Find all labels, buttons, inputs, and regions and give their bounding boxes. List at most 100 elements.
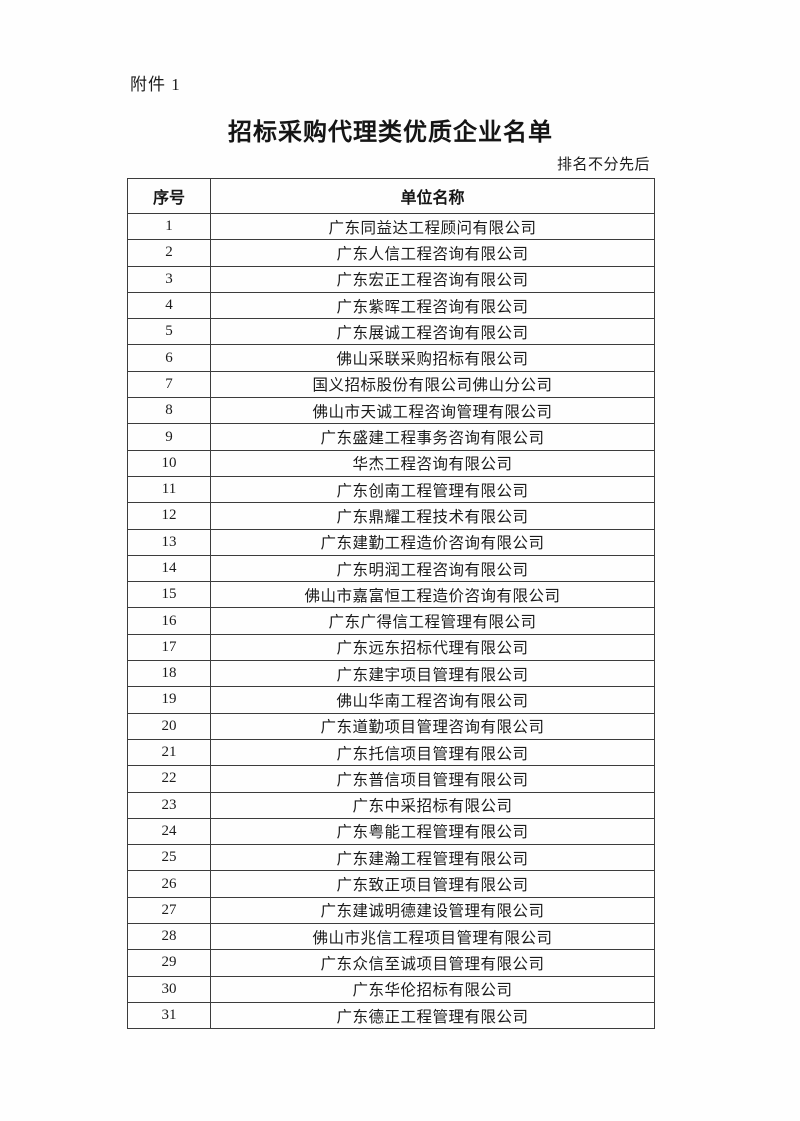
table-row: 24 广东粤能工程管理有限公司: [127, 817, 655, 846]
company-table: 序号 单位名称 1 广东同益达工程顾问有限公司 2 广东人信工程咨询有限公司 3 广东宏正…: [127, 178, 655, 1030]
company-name: 佛山华南工程咨询有限公司: [210, 686, 655, 714]
table-row: 25 广东建瀚工程管理有限公司: [127, 844, 655, 872]
company-name: 广东建诚明德建设管理有限公司: [210, 896, 655, 925]
table-row: 5 广东展诚工程咨询有限公司: [127, 318, 655, 346]
row-serial-number: 7: [127, 370, 211, 399]
company-name: 广东众信至诚项目管理有限公司: [210, 949, 655, 977]
company-name: 广东紫晖工程咨询有限公司: [210, 291, 655, 320]
row-serial-number: 2: [127, 239, 211, 267]
company-name: 佛山市天诚工程咨询管理有限公司: [210, 397, 655, 425]
table-row: 1 广东同益达工程顾问有限公司: [127, 212, 655, 241]
row-serial-number: 16: [127, 607, 211, 635]
table-row: 28 佛山市兆信工程项目管理有限公司: [127, 923, 655, 951]
table-row: 29 广东众信至诚项目管理有限公司: [127, 949, 655, 977]
row-serial-number: 26: [127, 870, 211, 898]
table-row: 8 佛山市天诚工程咨询管理有限公司: [127, 397, 655, 425]
column-header-unit-name: 单位名称: [210, 178, 655, 214]
table-row: 13 广东建勤工程造价咨询有限公司: [127, 528, 655, 556]
row-serial-number: 31: [127, 1001, 211, 1030]
table-row: 17 广东远东招标代理有限公司: [127, 633, 655, 662]
company-name: 广东宏正工程咨询有限公司: [210, 265, 655, 293]
table-row: 11 广东创南工程管理有限公司: [127, 475, 655, 504]
table-header-row: 序号 单位名称: [127, 178, 655, 214]
page-title: 招标采购代理类优质企业名单: [228, 119, 553, 146]
table-row: 19 佛山华南工程咨询有限公司: [127, 686, 655, 714]
row-serial-number: 11: [127, 475, 211, 504]
company-name: 佛山市嘉富恒工程造价咨询有限公司: [210, 581, 655, 609]
company-name: 广东远东招标代理有限公司: [210, 633, 655, 662]
row-serial-number: 5: [127, 318, 211, 346]
table-row: 20 广东道勤项目管理咨询有限公司: [127, 712, 655, 740]
table-row: 15 佛山市嘉富恒工程造价咨询有限公司: [127, 581, 655, 609]
table-row: 21 广东托信项目管理有限公司: [127, 738, 655, 767]
company-name: 广东盛建工程事务咨询有限公司: [210, 423, 655, 451]
table-row: 7 国义招标股份有限公司佛山分公司: [127, 370, 655, 399]
table-row: 10 华杰工程咨询有限公司: [127, 449, 655, 477]
row-serial-number: 9: [127, 423, 211, 451]
table-row: 31 广东德正工程管理有限公司: [127, 1001, 655, 1030]
company-name: 广东建宇项目管理有限公司: [210, 660, 655, 688]
company-name: 广东托信项目管理有限公司: [210, 738, 655, 767]
table-row: 14 广东明润工程咨询有限公司: [127, 554, 655, 583]
company-name: 广东创南工程管理有限公司: [210, 475, 655, 504]
ranking-note: 排名不分先后: [556, 157, 650, 173]
row-serial-number: 1: [127, 212, 211, 241]
company-name: 广东建勤工程造价咨询有限公司: [210, 528, 655, 556]
company-name: 广东道勤项目管理咨询有限公司: [210, 712, 655, 740]
row-serial-number: 12: [127, 502, 211, 530]
row-serial-number: 28: [127, 923, 211, 951]
table-row: 4 广东紫晖工程咨询有限公司: [127, 291, 655, 320]
company-name: 广东致正项目管理有限公司: [210, 870, 655, 898]
company-name: 广东展诚工程咨询有限公司: [210, 318, 655, 346]
table-row: 23 广东中采招标有限公司: [127, 791, 655, 819]
table-row: 6 佛山采联采购招标有限公司: [127, 344, 655, 372]
company-name: 佛山采联采购招标有限公司: [210, 344, 655, 372]
table-row: 16 广东广得信工程管理有限公司: [127, 607, 655, 635]
company-name: 广东广得信工程管理有限公司: [210, 607, 655, 635]
row-serial-number: 4: [127, 291, 211, 320]
row-serial-number: 29: [127, 949, 211, 977]
row-serial-number: 23: [127, 791, 211, 819]
title-container: 招标采购代理类优质企业名单: [127, 112, 654, 147]
company-name: 广东建瀚工程管理有限公司: [210, 844, 655, 872]
table-row: 3 广东宏正工程咨询有限公司: [127, 265, 655, 293]
row-serial-number: 10: [127, 449, 211, 477]
table-row: 9 广东盛建工程事务咨询有限公司: [127, 423, 655, 451]
table-row: 2 广东人信工程咨询有限公司: [127, 239, 655, 267]
table-row: 12 广东鼎耀工程技术有限公司: [127, 502, 655, 530]
row-serial-number: 24: [127, 817, 211, 846]
row-serial-number: 19: [127, 686, 211, 714]
row-serial-number: 21: [127, 738, 211, 767]
row-serial-number: 22: [127, 765, 211, 793]
table-body: 1 广东同益达工程顾问有限公司 2 广东人信工程咨询有限公司 3 广东宏正工程咨询有限公司…: [127, 212, 655, 1030]
row-serial-number: 15: [127, 581, 211, 609]
table-row: 26 广东致正项目管理有限公司: [127, 870, 655, 898]
note-container: 排名不分先后: [127, 153, 650, 174]
table-row: 18 广东建宇项目管理有限公司: [127, 660, 655, 688]
company-name: 广东普信项目管理有限公司: [210, 765, 655, 793]
row-serial-number: 13: [127, 528, 211, 556]
row-serial-number: 8: [127, 397, 211, 425]
company-name: 华杰工程咨询有限公司: [210, 449, 655, 477]
row-serial-number: 20: [127, 712, 211, 740]
row-serial-number: 17: [127, 633, 211, 662]
company-name: 佛山市兆信工程项目管理有限公司: [210, 923, 655, 951]
attachment-label: 附件 1: [130, 75, 181, 94]
row-serial-number: 30: [127, 975, 211, 1003]
company-name: 广东明润工程咨询有限公司: [210, 554, 655, 583]
row-serial-number: 3: [127, 265, 211, 293]
row-serial-number: 6: [127, 344, 211, 372]
table-row: 30 广东华伦招标有限公司: [127, 975, 655, 1003]
company-name: 广东德正工程管理有限公司: [210, 1001, 655, 1030]
row-serial-number: 25: [127, 844, 211, 872]
column-header-serial: 序号: [127, 178, 211, 214]
table-row: 27 广东建诚明德建设管理有限公司: [127, 896, 655, 925]
company-name: 广东粤能工程管理有限公司: [210, 817, 655, 846]
company-name: 国义招标股份有限公司佛山分公司: [210, 370, 655, 399]
company-name: 广东华伦招标有限公司: [210, 975, 655, 1003]
company-name: 广东人信工程咨询有限公司: [210, 239, 655, 267]
row-serial-number: 18: [127, 660, 211, 688]
row-serial-number: 14: [127, 554, 211, 583]
row-serial-number: 27: [127, 896, 211, 925]
